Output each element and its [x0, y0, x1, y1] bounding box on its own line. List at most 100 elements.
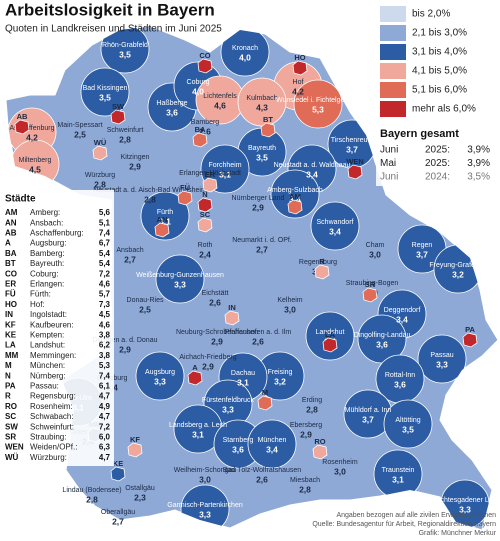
region-name: Berchtesgadener Land: [430, 497, 500, 504]
region-name: Weilheim-Schongau: [174, 467, 237, 474]
city-value: 6,7: [99, 239, 111, 248]
region-name: Starnberg: [223, 437, 254, 444]
region-area: [247, 419, 297, 469]
region-name: Dachau: [231, 370, 255, 377]
city-code: AM: [289, 192, 301, 201]
region-name: Lichtenfels: [203, 93, 237, 100]
region-name: Amberg-Sulzbach: [267, 187, 323, 194]
city-area: [257, 395, 273, 411]
city-code: N: [202, 190, 207, 199]
city-code: AB: [17, 112, 28, 121]
region-name: Miltenberg: [19, 157, 52, 164]
city-abbr: M: [5, 361, 12, 370]
city-abbr: HO: [5, 300, 17, 309]
city-value: 5,1: [99, 218, 111, 227]
region-name: Kronach: [232, 45, 258, 52]
region-name: Kulmbach: [246, 95, 277, 102]
city-area: [314, 264, 330, 280]
region-name: Dingolfing-Landau: [354, 332, 411, 339]
city-area: [322, 337, 338, 353]
title: Arbeitslosigkeit in Bayern: [5, 0, 215, 19]
legend-swatch: [380, 25, 406, 41]
city-area: [154, 222, 170, 238]
region-name: Rottal-Inn: [385, 372, 415, 379]
region-value: 2,7: [124, 254, 136, 264]
region-value: 4,6: [214, 100, 226, 110]
city-area: [224, 310, 240, 326]
region-name: Straubing-Bogen: [346, 280, 399, 287]
region-value: 4,3: [256, 102, 268, 112]
region-value: 3,3: [154, 376, 166, 386]
city-code: M: [262, 388, 268, 397]
region-value: 3,0: [284, 304, 296, 314]
region-name: Neuburg-Schrobenhausen: [176, 329, 258, 336]
city-abbr: BA: [5, 249, 17, 258]
city-abbr: KF: [5, 320, 16, 329]
region-name: Haßberge: [156, 100, 187, 107]
total-value: 3,9%: [467, 145, 490, 156]
city-name: Bamberg:: [30, 249, 65, 258]
region-area: [383, 399, 433, 449]
region-name: Ostallgäu: [125, 485, 155, 492]
region-name: Neustadt a. d. Aisch-Bad Windsheim: [93, 187, 207, 194]
legend-swatch: [380, 82, 406, 98]
city-code: ER: [205, 170, 216, 179]
region-value: 3,2: [274, 376, 286, 386]
city-code: SC: [200, 210, 211, 219]
region-value: 3,7: [416, 249, 428, 259]
region-value: 2,6: [209, 297, 221, 307]
region-name: Neumarkt i. d. OPf.: [232, 237, 292, 244]
region-value: 2,6: [199, 126, 211, 136]
city-value: 7,4: [99, 371, 111, 380]
footer-note: Quelle: Bundesagentur für Arbeit, Region…: [312, 521, 496, 528]
region-value: 3,3: [174, 279, 186, 289]
region-name: Passau: [430, 352, 453, 359]
total-value: 3,5%: [467, 172, 490, 183]
legend-label: mehr als 6,0%: [412, 104, 476, 115]
region-name: Hof: [293, 79, 304, 86]
region-name: Würzburg: [85, 172, 115, 179]
city-area: [260, 122, 276, 138]
region-value: 3,7: [362, 414, 374, 424]
region-value: 2,9: [202, 361, 214, 371]
region-value: 3,6: [232, 444, 244, 454]
region-area: [80, 67, 130, 117]
legend-swatch: [380, 6, 406, 22]
region-value: 3,0: [199, 474, 211, 484]
city-code: BT: [263, 115, 273, 124]
region-name: Eichstätt: [202, 290, 229, 297]
city-area: [197, 217, 213, 233]
city-code: SW: [112, 102, 125, 111]
region-name: Schwandorf: [317, 219, 354, 226]
region-value: 4,2: [26, 132, 38, 142]
city-area: [197, 197, 213, 213]
region-name: Lindau (Bodensee): [62, 487, 121, 494]
city-value: 4,5: [99, 310, 111, 319]
region-value: 2,9: [119, 344, 131, 354]
city-name: Bayreuth:: [30, 259, 64, 268]
city-area: [187, 370, 203, 386]
region-value: 3,1: [237, 377, 249, 387]
cities-box: [0, 190, 114, 466]
city-value: 7,4: [99, 229, 111, 238]
region-name: Erding: [302, 397, 322, 404]
city-value: 4,7: [99, 453, 111, 462]
region-name: München: [258, 437, 287, 444]
region-name: Main-Spessart: [57, 122, 102, 129]
region-name: Bamberg: [191, 119, 220, 126]
region-name: Miesbach: [290, 477, 320, 484]
city-code: HO: [294, 53, 305, 62]
city-abbr: LA: [5, 341, 16, 350]
region-name: Pfaffenhofen a. d. Ilm: [225, 329, 292, 336]
legend-label: 3,1 bis 4,0%: [412, 47, 467, 58]
region-value: 4,2: [292, 86, 304, 96]
region-value: 2,7: [256, 244, 268, 254]
region-value: 2,8: [144, 194, 156, 204]
city-abbr: N: [5, 371, 11, 380]
city-name: Amberg:: [30, 208, 60, 217]
total-month: Juni: [380, 145, 398, 156]
city-code: PA: [465, 325, 475, 334]
region-value: 2,3: [134, 492, 146, 502]
city-code: WEN: [346, 157, 364, 166]
city-area: [462, 332, 478, 348]
